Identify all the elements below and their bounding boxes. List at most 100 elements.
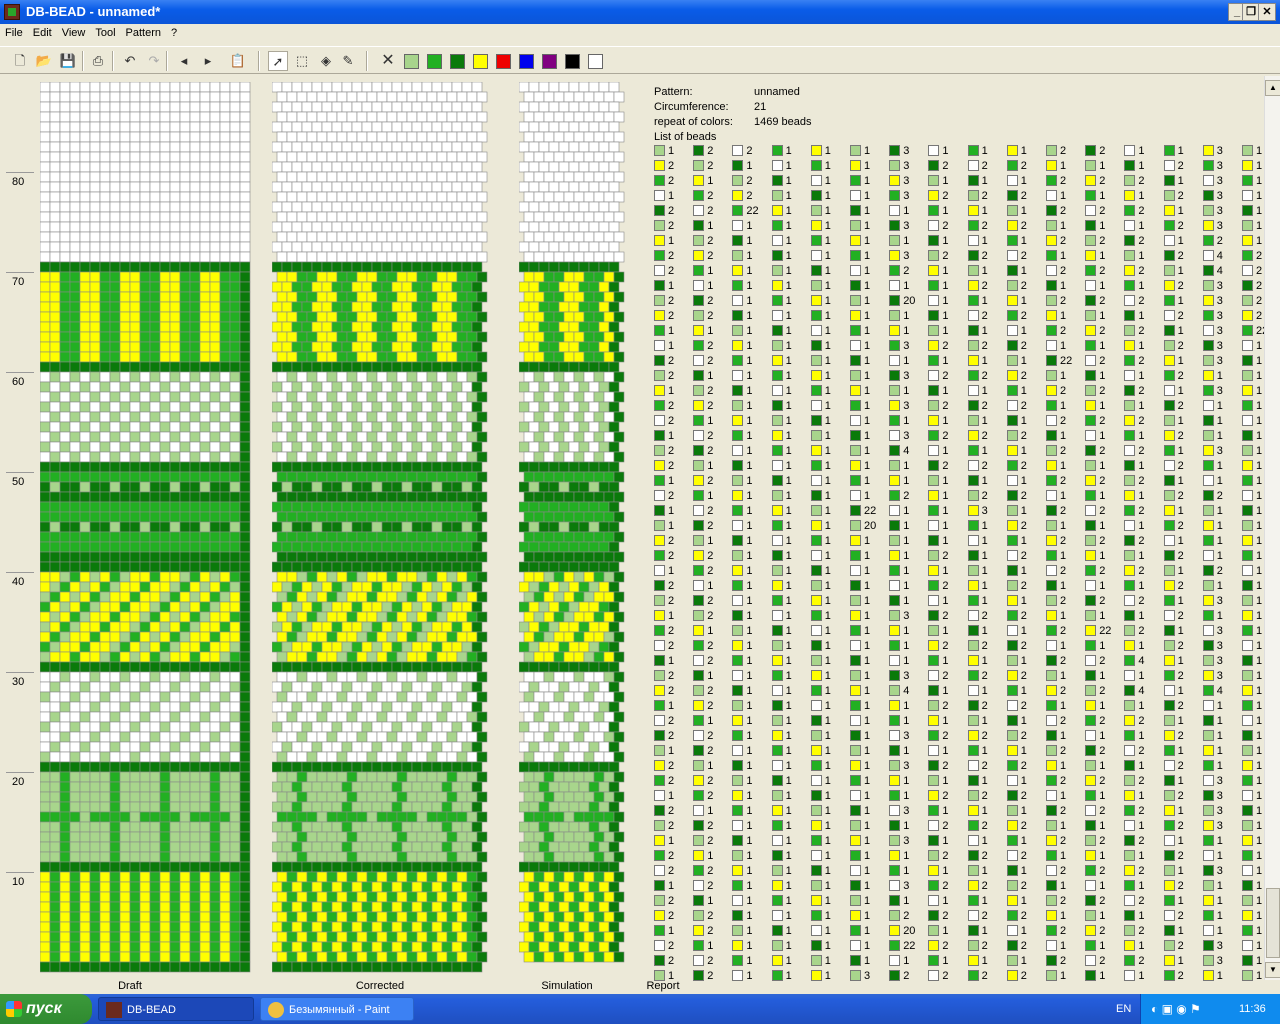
bead-cell[interactable]	[406, 291, 418, 303]
bead-cell[interactable]	[79, 711, 91, 723]
bead-cell[interactable]	[189, 421, 201, 433]
bead-cell[interactable]	[563, 591, 575, 603]
bead-cell[interactable]	[219, 501, 231, 513]
bead-cell[interactable]	[99, 501, 111, 513]
bead-cell[interactable]	[79, 391, 91, 403]
bead-cell[interactable]	[272, 701, 283, 713]
open-folder-icon[interactable]: 📂	[35, 53, 53, 68]
bead-cell[interactable]	[371, 921, 383, 933]
bead-cell[interactable]	[40, 501, 51, 513]
bead-cell[interactable]	[548, 941, 560, 953]
bead-cell[interactable]	[139, 601, 151, 613]
bead-cell[interactable]	[119, 121, 131, 133]
bead-cell[interactable]	[239, 741, 251, 753]
bead-cell[interactable]	[301, 461, 313, 473]
bead-cell[interactable]	[219, 611, 231, 623]
bead-cell[interactable]	[149, 561, 161, 573]
bead-cell[interactable]	[361, 541, 373, 553]
bead-cell[interactable]	[179, 881, 191, 893]
bead-cell[interactable]	[219, 601, 231, 613]
bead-cell[interactable]	[371, 381, 383, 393]
bead-cell[interactable]	[59, 211, 71, 223]
bead-cell[interactable]	[406, 911, 418, 923]
bead-cell[interactable]	[603, 791, 615, 803]
bead-cell[interactable]	[169, 111, 181, 123]
bead-cell[interactable]	[159, 531, 171, 543]
bead-cell[interactable]	[219, 651, 231, 663]
bead-cell[interactable]	[361, 641, 373, 653]
bead-cell[interactable]	[149, 261, 161, 273]
bead-cell[interactable]	[129, 261, 141, 273]
bead-cell[interactable]	[159, 671, 171, 683]
bead-cell[interactable]	[331, 741, 343, 753]
bead-cell[interactable]	[441, 881, 453, 893]
bead-cell[interactable]	[199, 791, 211, 803]
bead-cell[interactable]	[59, 421, 71, 433]
bead-cell[interactable]	[109, 591, 121, 603]
bead-cell[interactable]	[276, 131, 288, 143]
bead-cell[interactable]	[401, 961, 413, 973]
bead-cell[interactable]	[351, 881, 363, 893]
bead-cell[interactable]	[386, 471, 398, 483]
bead-cell[interactable]	[99, 631, 111, 643]
bead-cell[interactable]	[296, 111, 308, 123]
bead-cell[interactable]	[159, 881, 171, 893]
bead-cell[interactable]	[49, 531, 61, 543]
bead-cell[interactable]	[563, 91, 575, 103]
bead-cell[interactable]	[446, 591, 458, 603]
bead-cell[interactable]	[446, 311, 458, 323]
bead-cell[interactable]	[229, 671, 241, 683]
bead-cell[interactable]	[119, 321, 131, 333]
bead-cell[interactable]	[199, 541, 211, 553]
bead-cell[interactable]	[99, 421, 111, 433]
bead-cell[interactable]	[59, 911, 71, 923]
bead-cell[interactable]	[331, 161, 343, 173]
bead-cell[interactable]	[291, 281, 303, 293]
bead-cell[interactable]	[583, 231, 595, 243]
bead-cell[interactable]	[543, 351, 555, 363]
bead-cell[interactable]	[523, 251, 535, 263]
bead-cell[interactable]	[376, 111, 388, 123]
bead-cell[interactable]	[129, 451, 141, 463]
bead-cell[interactable]	[169, 961, 181, 973]
bead-cell[interactable]	[109, 151, 121, 163]
bead-cell[interactable]	[296, 651, 308, 663]
bead-cell[interactable]	[229, 881, 241, 893]
eyedropper-icon[interactable]: ✎	[342, 53, 354, 68]
bead-cell[interactable]	[436, 131, 448, 143]
bead-cell[interactable]	[139, 461, 151, 473]
bead-cell[interactable]	[396, 171, 408, 183]
bead-cell[interactable]	[49, 351, 61, 363]
bead-cell[interactable]	[311, 161, 323, 173]
bead-cell[interactable]	[69, 861, 81, 873]
bead-cell[interactable]	[416, 651, 428, 663]
bead-cell[interactable]	[588, 481, 600, 493]
bead-cell[interactable]	[59, 721, 71, 733]
bead-cell[interactable]	[346, 731, 358, 743]
bead-cell[interactable]	[239, 771, 251, 783]
bead-cell[interactable]	[533, 651, 545, 663]
bead-cell[interactable]	[159, 741, 171, 753]
bead-cell[interactable]	[119, 341, 131, 353]
bead-cell[interactable]	[99, 131, 111, 143]
bead-cell[interactable]	[239, 961, 251, 973]
bead-cell[interactable]	[466, 611, 478, 623]
bead-cell[interactable]	[99, 821, 111, 833]
bead-cell[interactable]	[421, 361, 433, 373]
bead-cell[interactable]	[99, 611, 111, 623]
bead-cell[interactable]	[421, 82, 433, 93]
bead-cell[interactable]	[456, 731, 468, 743]
bead-cell[interactable]	[543, 131, 555, 143]
bead-cell[interactable]	[129, 411, 141, 423]
bead-cell[interactable]	[306, 651, 318, 663]
bead-cell[interactable]	[139, 831, 151, 843]
bead-cell[interactable]	[346, 351, 358, 363]
bead-cell[interactable]	[356, 311, 368, 323]
bead-cell[interactable]	[396, 751, 408, 763]
bead-cell[interactable]	[583, 171, 595, 183]
bead-cell[interactable]	[209, 411, 221, 423]
bead-cell[interactable]	[461, 561, 473, 573]
bead-cell[interactable]	[466, 571, 478, 583]
bead-cell[interactable]	[519, 401, 530, 413]
bead-cell[interactable]	[401, 701, 413, 713]
